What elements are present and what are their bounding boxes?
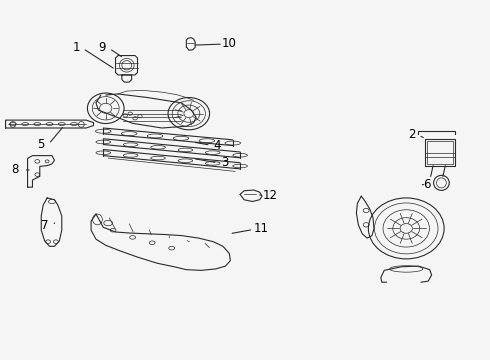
Text: 8: 8 (12, 163, 19, 176)
Text: 7: 7 (41, 219, 49, 233)
Text: 1: 1 (73, 41, 80, 54)
Bar (427, 140, 453, 164)
Text: 12: 12 (263, 189, 278, 202)
Text: 10: 10 (221, 36, 236, 50)
Bar (425, 139, 455, 166)
Text: 3: 3 (221, 156, 228, 169)
Text: 9: 9 (98, 41, 106, 54)
Text: 5: 5 (38, 138, 45, 150)
Text: 11: 11 (254, 222, 269, 235)
Text: 2: 2 (408, 127, 416, 141)
Text: 6: 6 (423, 178, 431, 191)
Text: 4: 4 (213, 139, 220, 152)
